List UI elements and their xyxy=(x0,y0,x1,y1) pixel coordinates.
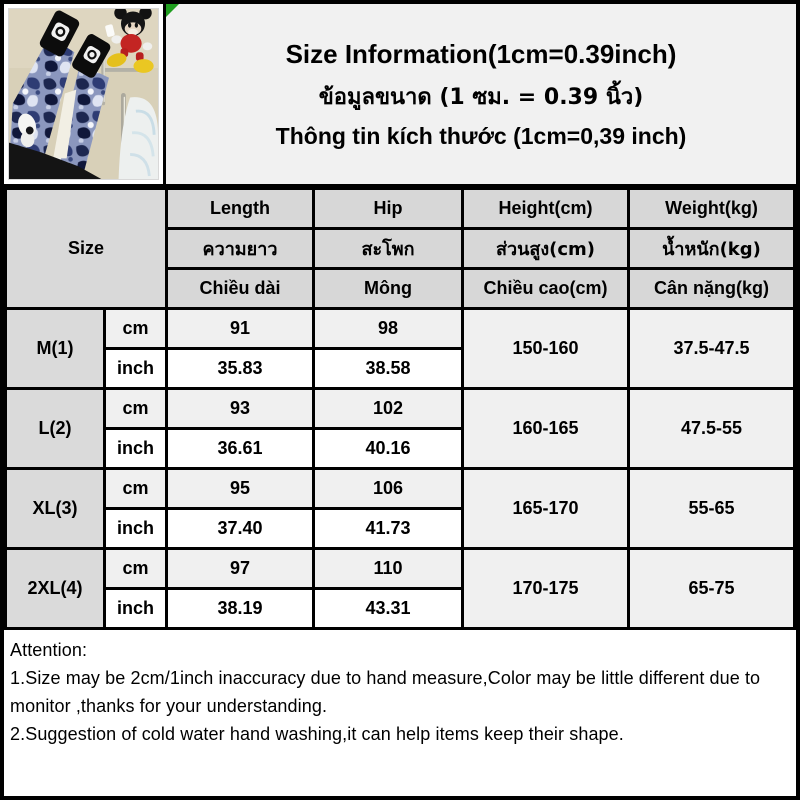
col-header-height-vi: Chiều cao(cm) xyxy=(461,267,630,310)
l-height: 160-165 xyxy=(461,387,630,470)
2xl-hip-inch: 43.31 xyxy=(312,587,464,630)
xl-length-inch: 37.40 xyxy=(165,507,315,550)
col-header-weight-vi: Cân nặng(kg) xyxy=(627,267,796,310)
unit-cm: cm xyxy=(103,307,168,350)
table-row: inch 36.61 40.16 xyxy=(6,427,795,470)
product-photo-illustration xyxy=(8,8,159,180)
xl-height: 165-170 xyxy=(461,467,630,550)
unit-inch: inch xyxy=(103,427,168,470)
table-row: inch 37.40 41.73 xyxy=(6,507,795,550)
title-vietnamese: Thông tin kích thước (1cm=0,39 inch) xyxy=(275,122,687,149)
attention-note-2: 2.Suggestion of cold water hand washing,… xyxy=(10,723,624,744)
table-row: 2XL(4) cm 97 110 170-175 65-75 xyxy=(4,547,796,630)
col-header-weight-th: น้ำหนัก(kg) xyxy=(627,227,796,270)
unit-cm: cm xyxy=(103,467,168,510)
mickey-plush xyxy=(105,9,154,73)
title-thai: ข้อมูลขนาด (1 ซม. = 0.39 นิ้ว) xyxy=(318,84,644,110)
unit-inch: inch xyxy=(103,587,168,630)
l-length-cm: 93 xyxy=(165,387,315,430)
col-header-hip-vi: Mông xyxy=(312,267,464,310)
size-table: Size Length Hip Height(cm) Weight(kg) คว… xyxy=(4,187,796,630)
size-label-xl: XL(3) xyxy=(4,467,106,550)
xl-hip-cm: 106 xyxy=(312,467,464,510)
pant-cuff-left xyxy=(39,10,80,57)
white-strap xyxy=(53,89,77,159)
attention-notes: Attention: 1.Size may be 2cm/1inch inacc… xyxy=(4,630,796,749)
table-row: XL(3) cm 95 106 165-170 55-65 xyxy=(4,467,796,550)
title-english: Size Information(1cm=0.39inch) xyxy=(285,38,677,69)
xl-length-cm: 95 xyxy=(165,467,315,510)
table-row: L(2) cm 93 102 160-165 47.5-55 xyxy=(4,387,796,470)
size-label-2xl: 2XL(4) xyxy=(4,547,106,630)
2xl-hip-cm: 110 xyxy=(312,547,464,590)
unit-cm: cm xyxy=(103,387,168,430)
table-row: inch 35.83 38.58 xyxy=(6,347,795,390)
col-header-hip-th: สะโพก xyxy=(312,227,464,270)
unit-cm: cm xyxy=(103,547,168,590)
col-header-height-th: ส่วนสูง(cm) xyxy=(461,227,630,270)
header-row-thai: ความยาว สะโพก ส่วนสูง(cm) น้ำหนัก(kg) xyxy=(6,227,796,270)
top-section: Size Information(1cm=0.39inch) ข้อมูลขนา… xyxy=(4,4,796,187)
l-length-inch: 36.61 xyxy=(165,427,315,470)
attention-heading: Attention: xyxy=(10,640,88,660)
chair-seat xyxy=(118,97,158,179)
green-corner-icon xyxy=(166,4,179,17)
header-row-vietnamese: Chiều dài Mông Chiều cao(cm) Cân nặng(kg… xyxy=(6,267,796,310)
col-header-weight-en: Weight(kg) xyxy=(627,187,796,230)
table-row: inch 38.19 43.31 xyxy=(6,587,795,630)
title-block: Size Information(1cm=0.39inch) ข้อมูลขนา… xyxy=(166,4,796,184)
pant-cuff-right xyxy=(72,34,111,78)
col-header-length-en: Length xyxy=(165,187,315,230)
m-length-inch: 35.83 xyxy=(165,347,315,390)
col-header-length-vi: Chiều dài xyxy=(165,267,315,310)
l-weight: 47.5-55 xyxy=(627,387,796,470)
2xl-height: 170-175 xyxy=(461,547,630,630)
size-label-m: M(1) xyxy=(4,307,106,390)
2xl-length-cm: 97 xyxy=(165,547,315,590)
m-weight: 37.5-47.5 xyxy=(627,307,796,390)
2xl-length-inch: 38.19 xyxy=(165,587,315,630)
attention-note-1: 1.Size may be 2cm/1inch inaccuracy due t… xyxy=(10,667,761,716)
col-header-length-th: ความยาว xyxy=(165,227,315,270)
xl-weight: 55-65 xyxy=(627,467,796,550)
size-corner-cell: Size xyxy=(4,187,168,310)
table-row: M(1) cm 91 98 150-160 37.5-47.5 xyxy=(4,307,796,390)
2xl-weight: 65-75 xyxy=(627,547,796,630)
unit-inch: inch xyxy=(103,347,168,390)
unit-inch: inch xyxy=(103,507,168,550)
xl-hip-inch: 41.73 xyxy=(312,507,464,550)
size-label-l: L(2) xyxy=(4,387,106,470)
header-row-english: Size Length Hip Height(cm) Weight(kg) xyxy=(4,187,796,310)
m-hip-cm: 98 xyxy=(312,307,464,350)
black-jacket xyxy=(9,142,102,179)
col-header-hip-en: Hip xyxy=(312,187,464,230)
col-header-height-en: Height(cm) xyxy=(461,187,630,230)
m-hip-inch: 38.58 xyxy=(312,347,464,390)
l-hip-cm: 102 xyxy=(312,387,464,430)
product-photo xyxy=(4,4,166,184)
glove-print xyxy=(18,113,37,148)
m-height: 150-160 xyxy=(461,307,630,390)
l-hip-inch: 40.16 xyxy=(312,427,464,470)
m-length-cm: 91 xyxy=(165,307,315,350)
